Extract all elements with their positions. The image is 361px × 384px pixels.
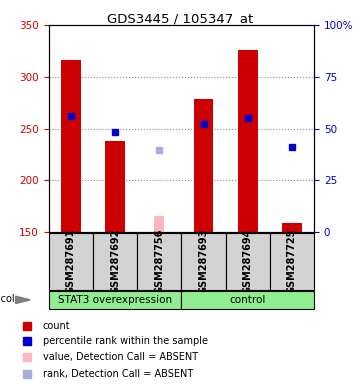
- Polygon shape: [16, 296, 30, 304]
- Bar: [49, 291, 181, 309]
- Bar: [105, 141, 125, 232]
- Text: GSM287756: GSM287756: [154, 229, 164, 294]
- Text: protocol: protocol: [0, 294, 14, 304]
- Text: GSM287725: GSM287725: [287, 229, 297, 294]
- Bar: [193, 99, 213, 232]
- Text: count: count: [43, 321, 70, 331]
- Bar: [270, 233, 314, 290]
- Bar: [155, 216, 164, 232]
- Text: control: control: [230, 295, 266, 305]
- Bar: [61, 60, 81, 232]
- Bar: [49, 233, 93, 290]
- Bar: [181, 233, 226, 290]
- Text: GSM287692: GSM287692: [110, 229, 120, 294]
- Bar: [226, 233, 270, 290]
- Bar: [238, 50, 258, 232]
- Text: value, Detection Call = ABSENT: value, Detection Call = ABSENT: [43, 352, 198, 362]
- Bar: [181, 291, 314, 309]
- Text: percentile rank within the sample: percentile rank within the sample: [43, 336, 208, 346]
- Bar: [282, 223, 302, 232]
- Bar: [137, 233, 182, 290]
- Text: STAT3 overexpression: STAT3 overexpression: [58, 295, 172, 305]
- Text: GDS3445 / 105347_at: GDS3445 / 105347_at: [107, 12, 254, 25]
- Bar: [93, 233, 137, 290]
- Text: GSM287691: GSM287691: [66, 229, 76, 294]
- Text: rank, Detection Call = ABSENT: rank, Detection Call = ABSENT: [43, 369, 193, 379]
- Text: GSM287693: GSM287693: [199, 229, 209, 294]
- Text: GSM287694: GSM287694: [243, 229, 253, 294]
